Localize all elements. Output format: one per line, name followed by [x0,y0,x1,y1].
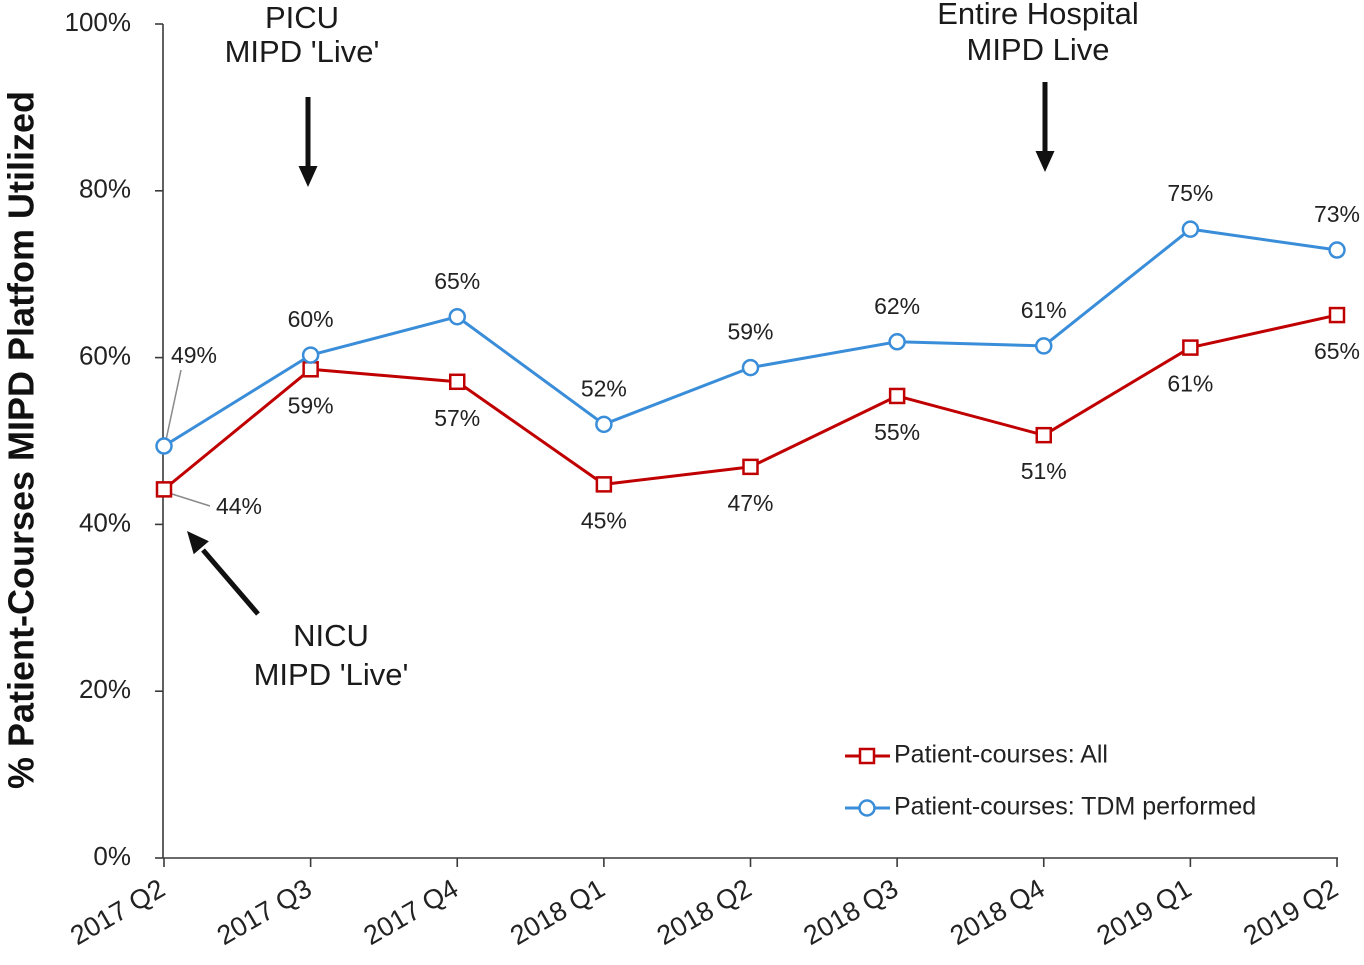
legend: Patient-courses: All Patient-courses: TDM… [845,741,1256,821]
series-patient-courses-tdm-performed [155,220,1346,455]
data-point-patient-courses-tdm-performed-2017-q2 [155,437,173,455]
data-label-patient-courses-all-2017-q4: 57% [434,405,480,431]
data-label-patient-courses-all-2017-q3: 59% [288,392,334,418]
data-label-patient-courses-all-2018-q1: 45% [581,507,627,533]
legend-item-patient-courses-all: Patient-courses: All [845,741,1108,769]
data-point-patient-courses-tdm-performed-2018-q4 [1035,337,1053,355]
annotation-nicu-line-1: NICU [293,618,369,653]
nicu-arrow-shaft [201,548,260,616]
data-point-patient-courses-all-2017-q3 [302,361,319,378]
y-tick-label: 80% [79,174,131,204]
annotation-picu-line-1: PICU [265,0,339,35]
legend-item-patient-courses-tdm-performed: Patient-courses: TDM performed [845,793,1256,821]
nicu-arrow-head [187,531,209,555]
legend-marker-patient-courses-all [858,747,876,765]
data-point-patient-courses-all-2018-q3 [888,387,906,405]
data-point-patient-courses-all-2018-q4 [1035,426,1052,444]
data-point-patient-courses-tdm-performed-2017-q3 [301,346,320,364]
y-tick-label: 100% [65,7,132,37]
data-label-leader-lines [165,369,211,507]
picu-arrow [298,97,318,187]
data-label-patient-courses-tdm-performed-2018-q2: 59% [727,319,773,345]
annotation-picu-line-2: MIPD 'Live' [225,34,380,69]
data-point-patient-courses-all-2018-q2 [742,458,759,476]
data-label-patient-courses-tdm-performed-2017-q2: 49% [171,342,217,368]
annotation-entire-hospital-line-2: MIPD Live [967,32,1110,67]
entire-hospital-arrow [1035,82,1055,172]
y-tick-label: 60% [79,340,131,370]
y-tick-label: 20% [79,674,131,704]
legend-label-patient-courses-all: Patient-courses: All [894,741,1108,769]
annotation-nicu: NICU MIPD 'Live' [254,618,409,692]
legend-marker-patient-courses-tdm-performed [858,799,876,817]
data-point-patient-courses-tdm-performed-2017-q4 [448,307,466,326]
data-label-patient-courses-tdm-performed-2017-q4: 65% [434,268,480,294]
data-label-patient-courses-all-2018-q4: 51% [1021,458,1067,484]
entire-hospital-arrow-head [1035,151,1055,172]
nicu-arrow [187,531,260,616]
data-point-patient-courses-all-2019-q2 [1328,306,1346,324]
annotation-arrows [187,82,1055,616]
data-label-patient-courses-tdm-performed-2018-q3: 62% [874,293,920,319]
data-point-patient-courses-all-2019-q1 [1182,339,1199,356]
data-label-patient-courses-tdm-performed-2019-q2: 73% [1314,201,1360,227]
data-labels-group: 44% 59% 57% 45% 47% 55% 51% 61% 65% 49% 60% 65% 52% 5… [171,180,1360,533]
data-label-patient-courses-tdm-performed-2018-q4: 61% [1021,297,1067,323]
data-point-patient-courses-tdm-performed-2019-q1 [1181,220,1200,238]
data-point-patient-courses-tdm-performed-2019-q2 [1328,241,1346,259]
data-point-patient-courses-all-2018-q1 [595,476,613,493]
data-point-patient-courses-tdm-performed-2018-q3 [888,333,906,351]
data-label-patient-courses-all-2017-q2: 44% [216,493,262,519]
data-label-patient-courses-tdm-performed-2019-q1: 75% [1167,180,1213,206]
data-label-patient-courses-all-2018-q3: 55% [874,419,920,445]
y-axis-title: % Patient-Courses MIPD Platfom Utilized [1,91,42,789]
annotation-entire-hospital-line-1: Entire Hospital [937,0,1139,31]
data-point-patient-courses-tdm-performed-2018-q1 [595,415,613,434]
data-label-patient-courses-all-2019-q1: 61% [1167,371,1213,397]
picu-arrow-head [298,166,318,187]
data-point-patient-courses-all-2017-q4 [449,373,466,391]
y-tick-label: 0% [93,841,131,871]
y-tick-label: 40% [79,507,131,537]
leader-line-patient-courses-all-2017-q2 [171,493,211,507]
series-group [155,220,1346,498]
series-patient-courses-all [155,306,1346,498]
data-point-patient-courses-all-2017-q2 [155,481,173,498]
data-label-patient-courses-tdm-performed-2018-q1: 52% [581,375,627,401]
annotation-nicu-line-2: MIPD 'Live' [254,657,409,692]
data-label-patient-courses-all-2018-q2: 47% [727,490,773,516]
data-label-patient-courses-all-2019-q2: 65% [1314,338,1360,364]
data-point-patient-courses-tdm-performed-2018-q2 [741,358,760,377]
legend-label-patient-courses-tdm-performed: Patient-courses: TDM performed [894,793,1256,821]
leader-line-patient-courses-tdm-performed-2017-q2 [165,369,182,441]
data-label-patient-courses-tdm-performed-2017-q3: 60% [288,306,334,332]
